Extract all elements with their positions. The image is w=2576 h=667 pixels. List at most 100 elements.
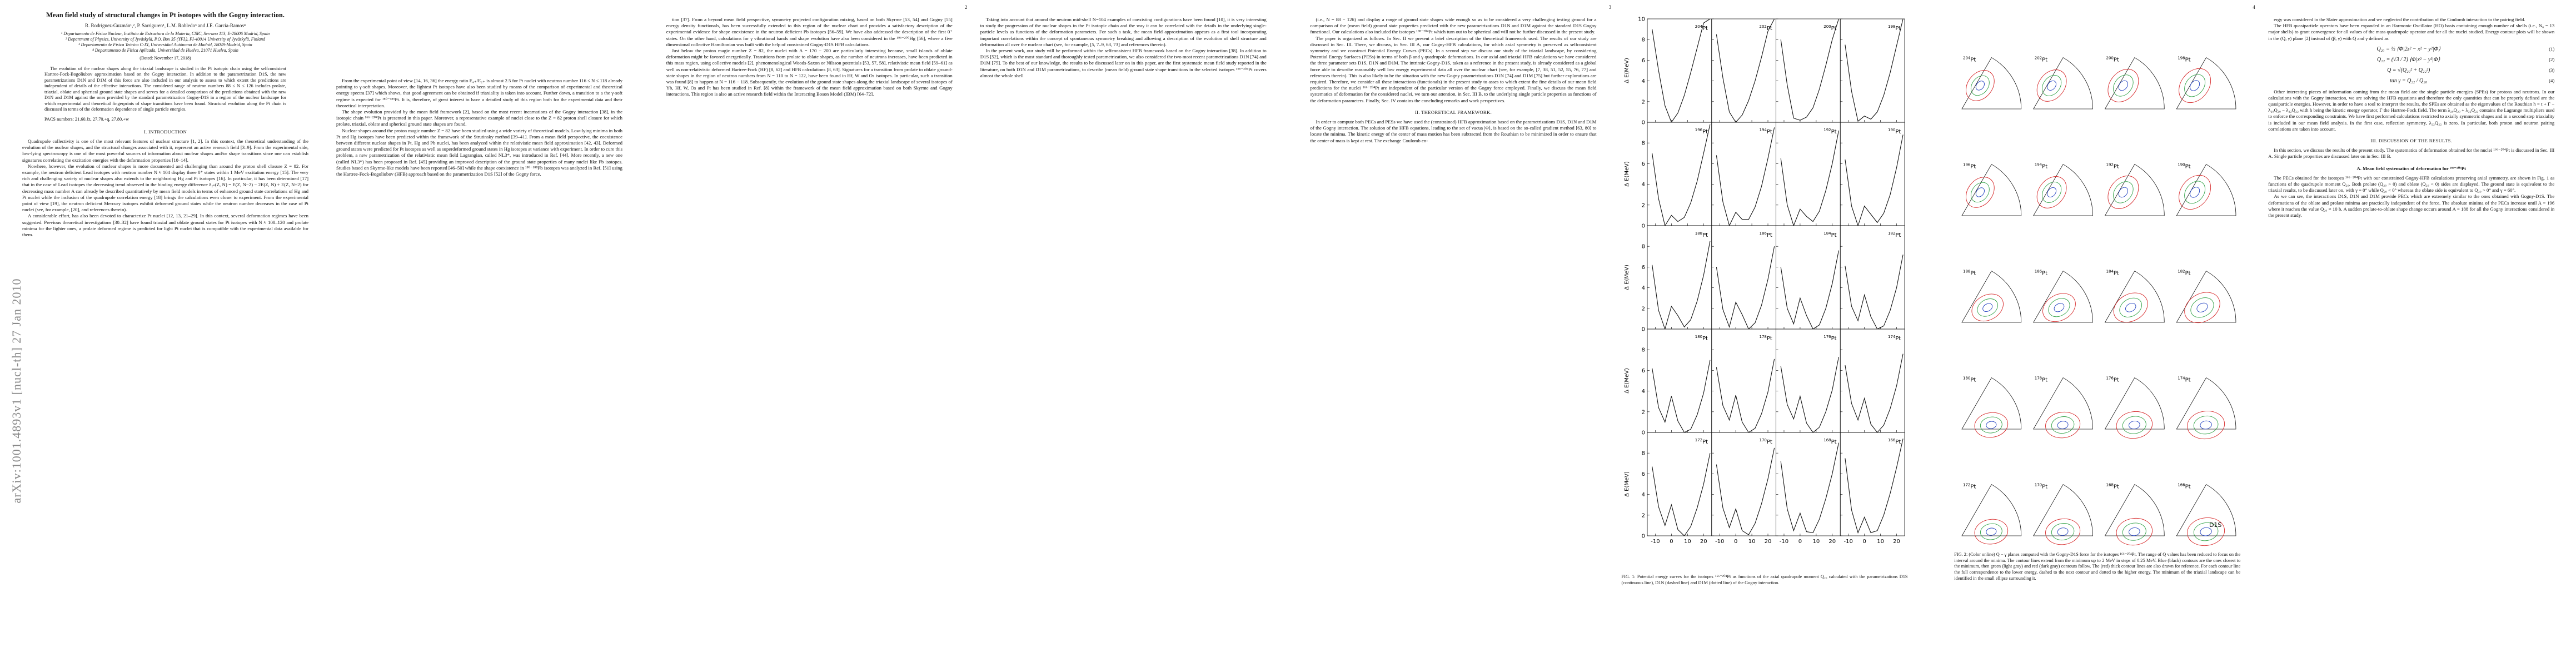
mass-number: 204 [1695, 24, 1702, 29]
x-tick-label: -10 [1715, 539, 1724, 545]
contour [2114, 292, 2148, 323]
contour [2113, 74, 2134, 97]
isotope-label: 186Pt [2035, 270, 2047, 277]
equation: Q = √(Q₂₀² + Q₂₂²) (3) [2268, 67, 2554, 73]
isotope-label: 198Pt [1888, 24, 1901, 32]
contour [2047, 80, 2057, 91]
x-tick-label: 20 [1764, 539, 1771, 545]
y-tick-label: 6 [1641, 471, 1645, 477]
isotope-label: 188Pt [1963, 270, 1976, 277]
y-axis-label: Δ E(MeV) [1624, 58, 1630, 83]
isotope-label: 170Pt [2035, 483, 2047, 490]
mass-number: 182 [1888, 231, 1895, 236]
contour [1982, 303, 1993, 312]
panel-frame [1775, 122, 1841, 226]
element-symbol: Pt [1702, 129, 1708, 135]
paragraph: The HFB quasiparticle operators have bee… [2268, 23, 2555, 41]
mass-number: 196 [1695, 128, 1702, 132]
wedge [2176, 377, 2236, 430]
figure: 204Pt 202Pt 200Pt 198Pt 196Pt 194Pt 192Pt 190Pt… [1954, 14, 2240, 581]
pec-curve [1780, 442, 1839, 534]
pec-curve [1716, 127, 1775, 226]
page-number: 3 [1608, 4, 1612, 10]
wedge [2033, 164, 2094, 216]
paragraph: The PECs obtained for the isotopes ¹⁶⁶⁻²… [2268, 175, 2555, 193]
contour [1977, 298, 1999, 317]
mass-number: 180 [1963, 376, 1970, 381]
isotope-label: 166Pt [2178, 483, 2191, 490]
figure-caption: FIG. 2: (Color online) Q − γ planes comp… [1954, 552, 2241, 581]
isotope-label: 192Pt [1823, 128, 1836, 135]
y-tick-label: 2 [1641, 512, 1645, 519]
isotope-label: 178Pt [1759, 335, 1772, 342]
mass-number: 182 [2178, 270, 2185, 274]
paragraph: The shape evolution provided by the mean… [336, 109, 622, 127]
wedge [1961, 164, 2022, 216]
y-tick-label: 0 [1641, 534, 1645, 540]
element-symbol: Pt [2114, 271, 2119, 277]
mass-number: 194 [1759, 128, 1767, 132]
equation-number: (1) [2549, 46, 2555, 52]
isotope-label: 168Pt [1823, 438, 1836, 445]
wedge [2105, 484, 2165, 536]
paragraph: (i.e., N = 88 − 126) and display a range… [1310, 17, 1597, 35]
wedge [2176, 484, 2236, 536]
mass-number: 180 [1695, 335, 1702, 339]
affiliation: ² Department of Physics, University of J… [65, 37, 266, 42]
contour [2045, 411, 2081, 439]
contour [1971, 182, 1990, 203]
x-tick-label: -10 [1843, 539, 1852, 545]
isotope-label: 170Pt [1759, 438, 1772, 445]
x-tick-label: 10 [1748, 539, 1755, 545]
equation-body: Q₂₂ = (√3 / 2) ⟨Φ|x² − y²|Φ⟩ [2376, 57, 2440, 63]
pec-curve [1651, 453, 1710, 536]
section-heading: I. INTRODUCTION [143, 128, 187, 135]
equation-body: Q = √(Q₂₀² + Q₂₂²) [2387, 67, 2430, 74]
paragraph: In this section, we discuss the results … [2268, 147, 2555, 160]
contour [2129, 421, 2140, 430]
element-symbol: Pt [1831, 336, 1836, 342]
element-symbol: Pt [1766, 26, 1772, 32]
contour [2194, 415, 2219, 435]
isotope-label: 186Pt [1759, 231, 1772, 238]
contour [2042, 293, 2076, 322]
element-symbol: Pt [1895, 439, 1901, 445]
mass-number: 200 [2106, 56, 2114, 61]
isotope-label: 194Pt [2035, 163, 2047, 170]
contour [1976, 81, 1985, 91]
wedge [2105, 377, 2165, 430]
y-tick-label: 2 [1641, 202, 1645, 208]
panel-frame [1840, 225, 1905, 330]
x-tick-label: 0 [1862, 539, 1866, 545]
panel-frame [1775, 432, 1841, 536]
panel-frame [1647, 328, 1712, 433]
contour [2194, 522, 2219, 541]
mass-number: 184 [1823, 231, 1831, 236]
y-tick-label: 2 [1641, 99, 1645, 105]
element-symbol: Pt [2042, 164, 2047, 170]
element-symbol: Pt [2185, 57, 2191, 63]
wedge [2105, 164, 2165, 216]
contour [1966, 70, 1995, 101]
x-tick-label: 0 [1733, 539, 1737, 545]
panel-frame [1775, 328, 1841, 433]
pec-curve [1844, 439, 1904, 534]
mass-number: 172 [1695, 438, 1702, 442]
wedge [2033, 57, 2094, 109]
contour [2122, 416, 2147, 434]
abstract: The evolution of the nuclear shapes alon… [44, 66, 286, 112]
paragraph: ergy was considered in the Slater approx… [2274, 17, 2525, 22]
pacs: PACS numbers: 21.60.Jz, 27.70.+q, 27.80.… [44, 116, 129, 122]
element-symbol: Pt [1766, 129, 1772, 135]
y-axis-label: Δ E(MeV) [1624, 265, 1630, 290]
wedge [1961, 57, 2022, 109]
isotope-label: 180Pt [1963, 376, 1976, 384]
mass-number: 186 [2035, 270, 2042, 274]
contour [2184, 181, 2206, 204]
equation-number: (3) [2549, 67, 2555, 73]
mass-number: 178 [1759, 335, 1766, 339]
contour [2129, 527, 2140, 536]
arxiv-stamp: arXiv:1001.4893v1 [nucl-th] 27 Jan 2010 [9, 278, 23, 504]
x-tick-label: -10 [1779, 539, 1788, 545]
contour [2045, 518, 2081, 545]
